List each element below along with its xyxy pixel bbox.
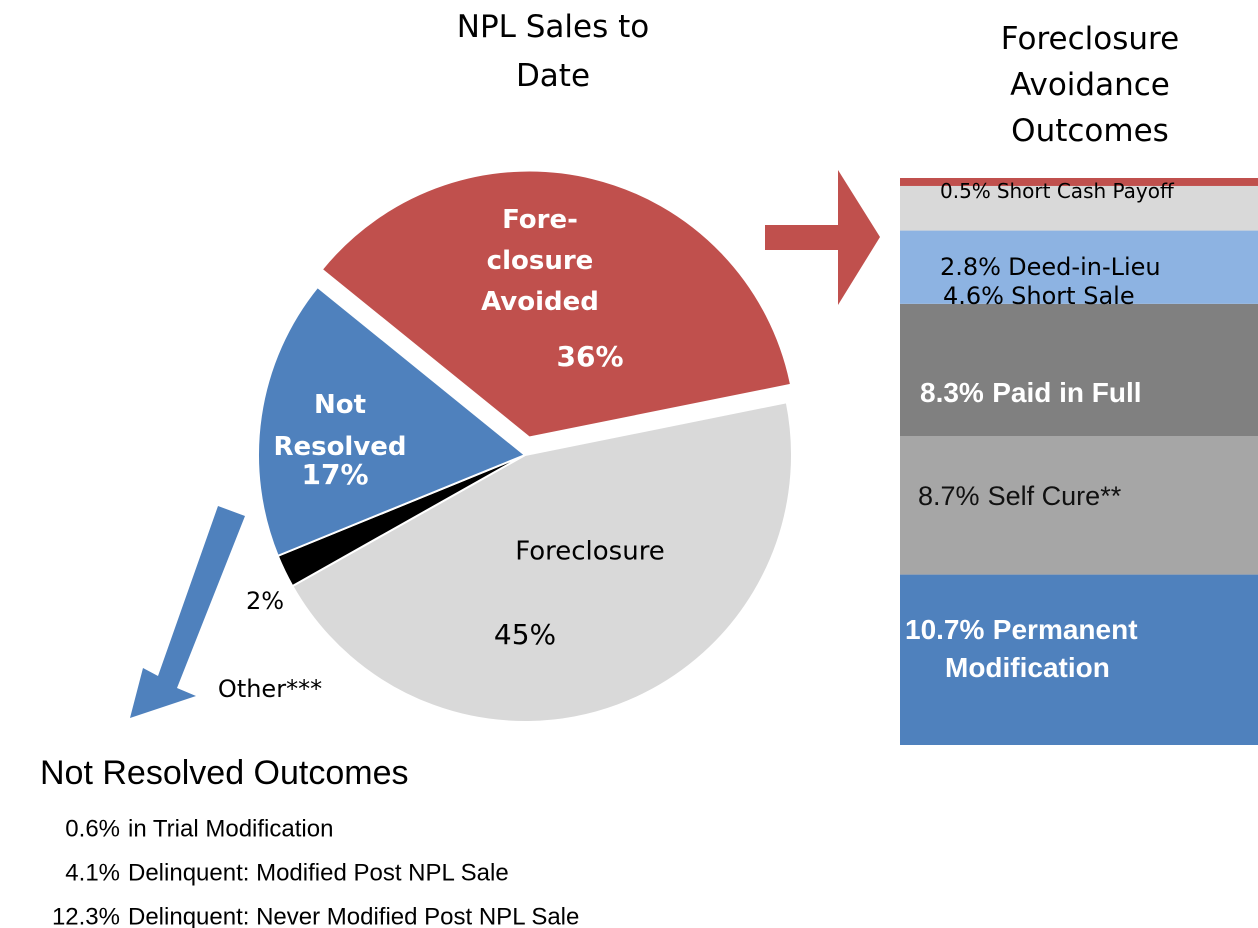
segment-name: Short Sale	[1011, 282, 1134, 310]
slice-label: Foreclosure	[515, 537, 665, 567]
text-line: Avoided	[481, 287, 599, 317]
slice-label: Fore-closure Avoided	[481, 205, 599, 317]
segment-value: 4.6%	[943, 282, 1004, 310]
pie-title: NPL Sales to Date	[457, 9, 650, 94]
note-text: Delinquent: Modified Post NPL Sale	[128, 859, 509, 886]
text-line: Foreclosure	[1001, 21, 1179, 57]
notes-title: Not Resolved Outcomes	[40, 754, 409, 792]
text-line: closure	[487, 246, 594, 276]
segment-label: 2.8% Deed-in-Lieu	[940, 253, 1161, 281]
bar-segment	[900, 303, 1258, 437]
pie-slice	[320, 169, 793, 439]
text-line: Outcomes	[1011, 113, 1169, 149]
slice-value: 17%	[301, 458, 368, 491]
bar-title: Foreclosure Avoidance Outcomes	[1001, 21, 1179, 149]
notes: 0.6% in Trial Modification 4.1% Delinquent:…	[52, 815, 579, 928]
segment-name: Short Cash Payoff	[997, 179, 1175, 203]
slice-value: 45%	[494, 618, 556, 651]
segment-name: Permanent	[993, 614, 1138, 645]
slice-value: 36%	[556, 340, 623, 373]
note-text: Delinquent: Never Modified Post NPL Sale	[128, 903, 579, 928]
bar-segment	[900, 178, 1258, 186]
slice-label: Not Resolved	[273, 390, 406, 462]
bar-segment	[900, 185, 1258, 231]
segment-value: 0.5%	[940, 179, 991, 203]
note-text: in Trial Modification	[128, 815, 333, 842]
segment-label: 8.3% Paid in Full	[920, 377, 1142, 408]
segment-name: Deed-in-Lieu	[1008, 253, 1160, 281]
stacked-bar	[900, 178, 1258, 745]
bar-segment	[900, 436, 1258, 575]
note-value: 4.1%	[65, 859, 120, 886]
text-line: Fore-	[502, 205, 578, 235]
segment-name: Self Cure**	[988, 481, 1122, 511]
arrow-down	[130, 506, 245, 718]
pie-slice	[291, 401, 793, 723]
bar-segment	[900, 574, 1258, 745]
segment-value: 2.8%	[940, 253, 1001, 281]
segment-value: 8.7%	[918, 481, 980, 511]
text-line: Resolved	[273, 432, 406, 462]
segment-label: 10.7% Permanent Modification	[905, 614, 1138, 683]
segment-label: 4.6% Short Sale	[943, 282, 1135, 310]
bar-segment	[900, 230, 1258, 304]
text-line: Date	[516, 58, 590, 94]
text-line: NPL Sales to	[457, 9, 650, 45]
segment-name: Modification	[945, 652, 1110, 683]
slice-value: 2%	[246, 587, 284, 615]
note-value: 12.3%	[52, 903, 120, 928]
arrow-right	[765, 170, 880, 305]
segment-label: 0.5% Short Cash Payoff	[940, 179, 1175, 203]
labels: Fore-closure Avoided 36% Foreclosure 45% Othe…	[218, 179, 1175, 704]
text-line: Avoidance	[1010, 67, 1170, 103]
segment-value: 10.7%	[905, 614, 984, 645]
text-line: Not	[314, 390, 366, 420]
segment-value: 8.3%	[920, 377, 984, 408]
slice-label: Other***	[218, 675, 322, 703]
pie-slice	[257, 285, 527, 558]
pie	[257, 169, 793, 723]
note-value: 0.6%	[65, 815, 120, 842]
segment-label: 8.7% Self Cure**	[918, 481, 1122, 511]
segment-name: Paid in Full	[992, 377, 1141, 408]
